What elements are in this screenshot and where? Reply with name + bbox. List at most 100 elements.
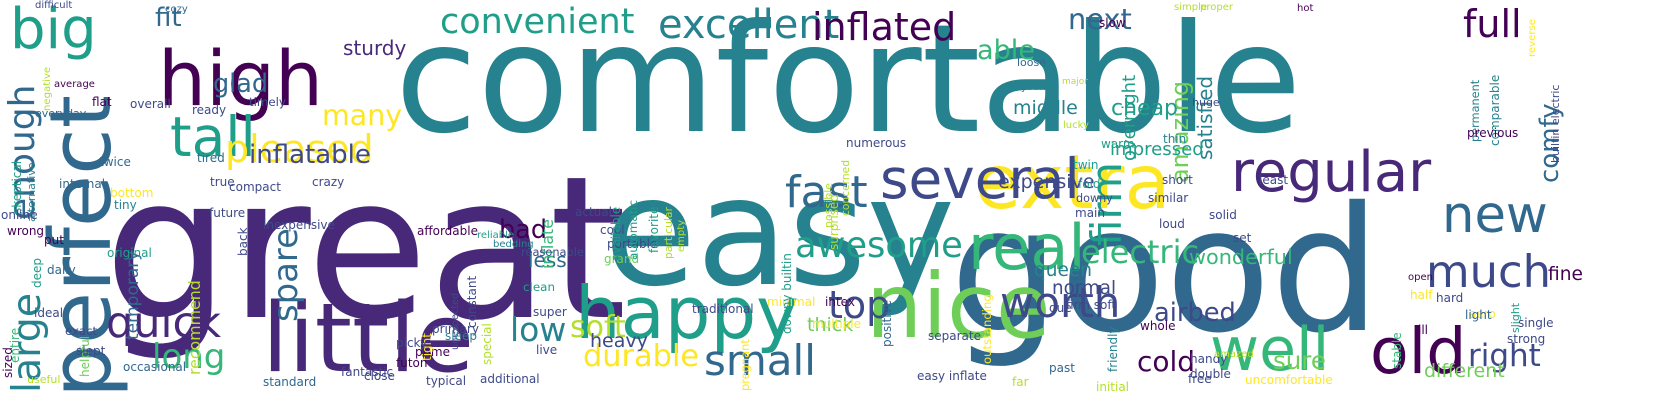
- word-huge: huge: [1192, 96, 1220, 109]
- word-bottom: bottom: [110, 186, 154, 200]
- word-friendly: friendly: [1106, 326, 1120, 372]
- word-high: high: [158, 35, 324, 123]
- word-next: next: [1068, 2, 1132, 36]
- word-less: less: [528, 248, 567, 272]
- word-wrong: wrong: [7, 224, 45, 238]
- word-traditional: traditional: [692, 302, 754, 316]
- word-tired: tired: [197, 151, 225, 165]
- word-loud: loud: [1159, 217, 1185, 231]
- word-minimal: minimal: [767, 295, 816, 309]
- word-surprised: surprised: [827, 194, 841, 250]
- word-outstanding: outstanding: [980, 294, 994, 364]
- word-temporary: temporary: [123, 250, 143, 340]
- word-old: old: [1370, 314, 1467, 388]
- word-twice: twice: [99, 155, 131, 169]
- word-set: set: [1233, 231, 1252, 245]
- word-actual: actual: [575, 205, 612, 219]
- word-future: future: [209, 206, 246, 220]
- word-sturdy: sturdy: [343, 36, 407, 60]
- word-difficult: difficult: [35, 0, 73, 11]
- word-major: major: [1062, 77, 1088, 87]
- word-useful: useful: [27, 373, 61, 386]
- word-young: young: [1021, 82, 1053, 93]
- word-clean: clean: [523, 280, 555, 294]
- word-builtin-electric: builtin electric: [1549, 84, 1562, 163]
- word-simple: simple: [1174, 2, 1208, 13]
- word-solid: solid: [1209, 208, 1237, 222]
- word-due: due: [1049, 301, 1072, 315]
- word-low: low: [510, 310, 567, 349]
- word-expensive: expensive: [998, 171, 1095, 193]
- word-compact: compact: [229, 180, 281, 194]
- word-sized: sized: [1, 347, 15, 378]
- word-daily: daily: [47, 263, 76, 277]
- word-proper: proper: [1200, 2, 1233, 13]
- word-concerned: concerned: [839, 160, 852, 216]
- word-several: several: [880, 147, 1080, 211]
- word-normal: normal: [1052, 278, 1117, 299]
- word-far: far: [1012, 375, 1029, 389]
- word-intex: intex: [825, 295, 855, 309]
- word-heavy: heavy: [590, 330, 648, 352]
- word-handy: handy: [1190, 352, 1228, 366]
- word-sleep: sleep: [445, 329, 477, 343]
- word-typical: typical: [426, 374, 467, 388]
- word-free: free: [1188, 372, 1212, 386]
- word-original: original: [107, 246, 152, 260]
- word-hot: hot: [1297, 3, 1314, 14]
- word-bad: bad: [499, 215, 547, 245]
- word-futon: futon: [396, 356, 428, 370]
- word-fold: fold: [1078, 177, 1101, 191]
- word-amazed: amazed: [1214, 349, 1254, 360]
- word-negative: negative: [42, 66, 53, 111]
- word-downy-builtin: downy builtin: [780, 253, 794, 334]
- word-automatic: automatic: [626, 199, 640, 260]
- word-reliable: reliable: [477, 230, 515, 241]
- word-much: much: [1426, 245, 1552, 298]
- word-fine: fine: [1548, 264, 1583, 285]
- word-uncomfortable: uncomfortable: [1245, 373, 1333, 387]
- word-overall: overall: [130, 97, 171, 111]
- word-ideal: ideal: [34, 306, 64, 320]
- word-extra: extra: [975, 138, 1171, 226]
- word-thick: thick: [807, 314, 854, 336]
- word-slow: slow: [1099, 16, 1126, 30]
- word-inflatable: inflatable: [249, 140, 371, 170]
- word-glad: glad: [213, 69, 269, 99]
- word-least: least: [1259, 173, 1289, 187]
- word-loose: loose: [1017, 56, 1047, 69]
- word-constant: constant: [465, 275, 479, 328]
- word-long: long: [152, 337, 226, 377]
- word-primary: primary: [432, 322, 479, 336]
- word-electric: electric: [1081, 233, 1200, 271]
- word-bedding: bedding: [493, 239, 534, 250]
- word-small: small: [704, 336, 816, 385]
- word-many: many: [322, 99, 403, 132]
- word-grand: grand: [604, 252, 640, 266]
- word-hard: hard: [1436, 291, 1464, 305]
- word-deep: deep: [30, 258, 44, 288]
- word-aero: aero: [1469, 307, 1496, 321]
- word-close: close: [364, 369, 395, 383]
- word-pleased: pleased: [225, 127, 374, 171]
- word-double: double: [1190, 367, 1231, 381]
- word-quick: quick: [106, 298, 222, 348]
- word-good: good: [950, 170, 1381, 371]
- word-queen: queen: [1034, 260, 1092, 281]
- word-big: big: [10, 0, 97, 62]
- word-new: new: [1442, 185, 1548, 245]
- word-recommend: recommend: [185, 280, 204, 375]
- word-whole: whole: [1140, 319, 1176, 333]
- word-back: back: [236, 227, 250, 256]
- word-online: online: [1, 208, 38, 222]
- word-true: true: [210, 175, 235, 189]
- word-tall: tall: [170, 105, 256, 169]
- word-downy: downy: [1076, 192, 1113, 205]
- word-crazy: crazy: [312, 175, 345, 189]
- word-flat: flat: [92, 95, 112, 109]
- word-stable: stable: [1390, 332, 1404, 369]
- word-wonderful: wonderful: [1189, 245, 1293, 269]
- word-comfortable: comfortable: [395, 0, 1302, 167]
- word-cheap: cheap: [1111, 96, 1179, 121]
